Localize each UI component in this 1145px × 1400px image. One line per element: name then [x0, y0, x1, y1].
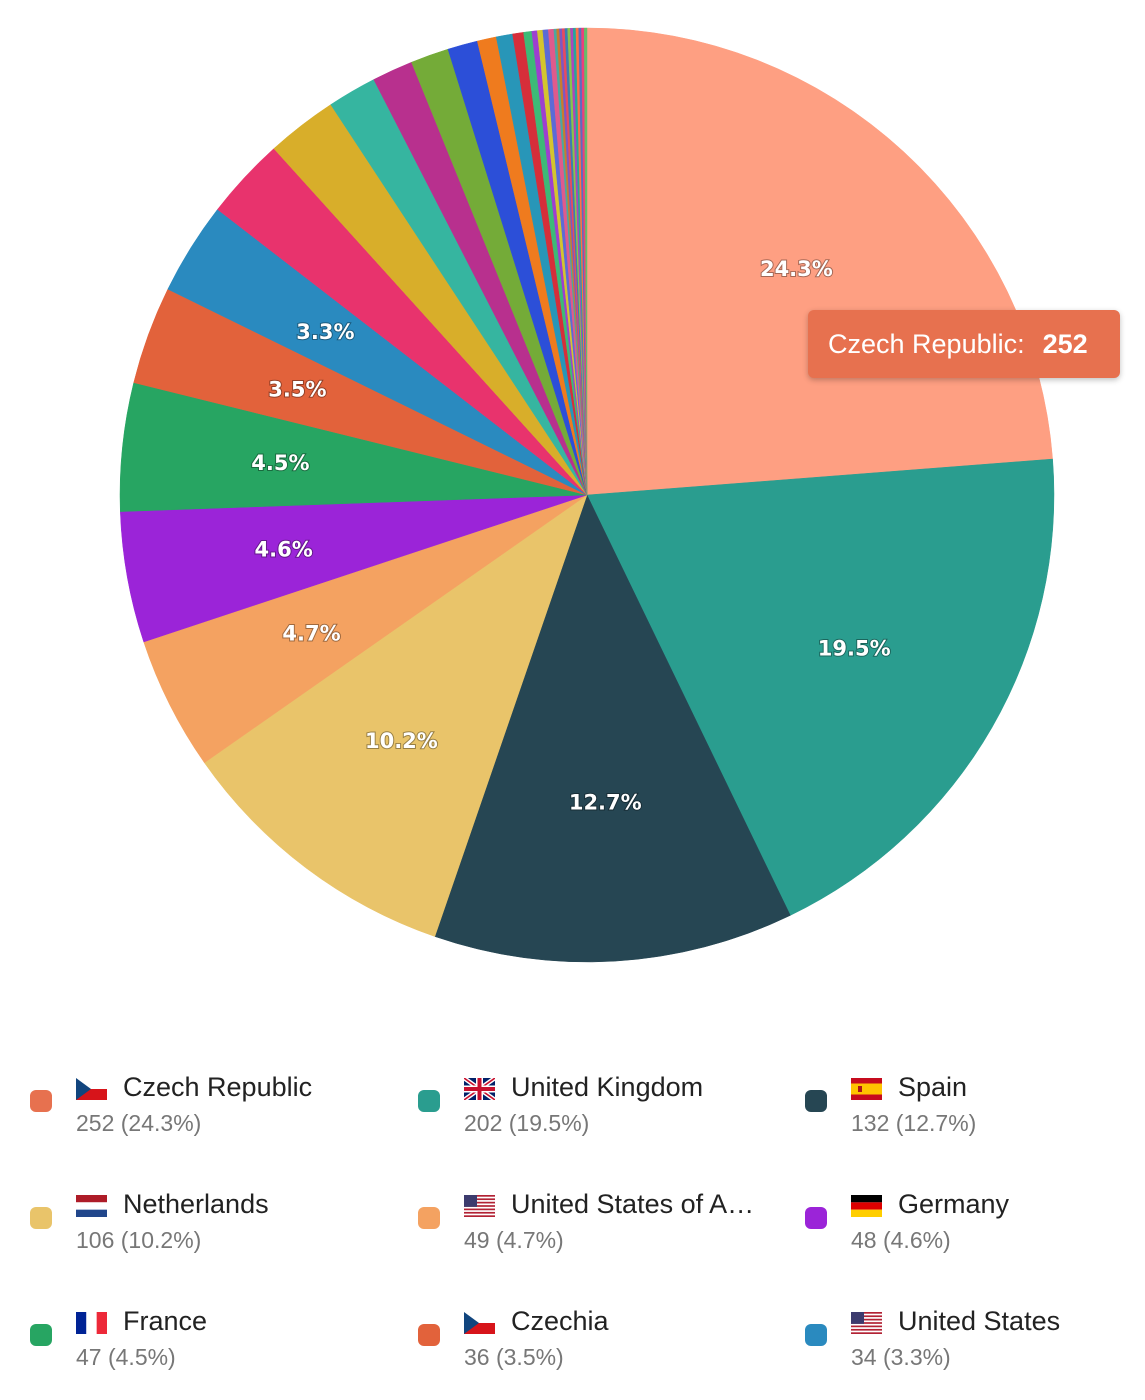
flag-nl-icon — [76, 1195, 107, 1217]
slice-percent-label: 19.5% — [818, 637, 891, 661]
slice-percent-label: 24.3% — [760, 257, 833, 281]
pie-slice-other-34[interactable] — [583, 27, 588, 496]
slice-percent-label: 4.7% — [282, 621, 340, 645]
flag-fr-icon — [76, 1312, 107, 1334]
pie-slices — [119, 27, 1055, 963]
slice-percent-label: 10.2% — [365, 729, 438, 753]
legend-value: 48 (4.6%) — [851, 1227, 951, 1253]
pie-slice-spain[interactable] — [434, 494, 791, 963]
tooltip-name: Czech Republic: — [828, 328, 1025, 359]
legend-swatch — [418, 1324, 440, 1346]
legend-swatch — [30, 1090, 52, 1112]
flag-de-icon — [851, 1195, 882, 1217]
legend-item[interactable]: Czechia 36 (3.5%) — [388, 1304, 758, 1384]
legend-value: 49 (4.7%) — [464, 1227, 564, 1253]
legend-swatch — [418, 1207, 440, 1229]
legend-item[interactable]: United States of A… 49 (4.7%) — [388, 1187, 758, 1267]
legend-label: United States of A… — [511, 1189, 755, 1219]
pie-slice-labels: 24.3% 19.5% 12.7% 10.2% 4.7% 4.6% 4.5% 3.5% 3.3% — [250, 256, 891, 816]
legend-value: 252 (24.3%) — [76, 1110, 202, 1136]
legend-label: Czech Republic — [123, 1072, 313, 1102]
legend-label: Czechia — [511, 1306, 609, 1336]
legend-label: Netherlands — [123, 1189, 269, 1219]
legend-item[interactable]: Germany 48 (4.6%) — [775, 1187, 1145, 1267]
pie-slice-netherlands[interactable] — [204, 494, 588, 937]
slice-percent-label: 3.5% — [268, 377, 326, 401]
legend-item[interactable]: France 47 (4.5%) — [0, 1304, 370, 1384]
legend-label: Spain — [898, 1072, 968, 1102]
legend-swatch — [418, 1090, 440, 1112]
legend-swatch — [30, 1324, 52, 1346]
legend-item[interactable]: Netherlands 106 (10.2%) — [0, 1187, 370, 1267]
flag-cz-icon — [464, 1312, 495, 1334]
chart-tooltip: Czech Republic: 252 — [808, 310, 1120, 378]
legend-value: 132 (12.7%) — [851, 1110, 977, 1136]
tooltip-value: 252 — [1042, 328, 1088, 359]
flag-es-icon — [851, 1078, 882, 1100]
chart-legend: Czech Republic 252 (24.3%) United Kingdom 2… — [0, 1060, 1145, 1400]
slice-percent-label: 3.3% — [296, 320, 354, 344]
legend-label: United Kingdom — [511, 1072, 704, 1102]
flag-us-icon — [851, 1312, 882, 1334]
legend-value: 34 (3.3%) — [851, 1344, 951, 1370]
legend-value: 36 (3.5%) — [464, 1344, 564, 1370]
flag-gb-icon — [464, 1078, 495, 1100]
legend-item[interactable]: United States 34 (3.3%) — [775, 1304, 1145, 1384]
legend-label: United States — [898, 1306, 1061, 1336]
legend-value: 47 (4.5%) — [76, 1344, 176, 1370]
flag-cz-icon — [76, 1078, 107, 1100]
pie-chart: 24.3% 19.5% 12.7% 10.2% 4.7% 4.6% 4.5% 3.5% 3.3% — [119, 27, 1055, 963]
slice-percent-label: 4.5% — [251, 451, 309, 475]
legend-swatch — [805, 1324, 827, 1346]
legend-item[interactable]: Czech Republic 252 (24.3%) — [0, 1070, 370, 1150]
legend-value: 202 (19.5%) — [464, 1110, 590, 1136]
legend-item[interactable]: Spain 132 (12.7%) — [775, 1070, 1145, 1150]
legend-label: France — [123, 1306, 208, 1336]
legend-item[interactable]: United Kingdom 202 (19.5%) — [388, 1070, 758, 1150]
legend-label: Germany — [898, 1189, 1010, 1219]
legend-swatch — [805, 1207, 827, 1229]
slice-percent-label: 12.7% — [569, 791, 642, 815]
legend-swatch — [30, 1207, 52, 1229]
legend-value: 106 (10.2%) — [76, 1227, 202, 1253]
slice-percent-label: 4.6% — [255, 538, 313, 562]
legend-swatch — [805, 1090, 827, 1112]
pie-slice-united-kingdom[interactable] — [586, 458, 1055, 916]
flag-us-icon — [464, 1195, 495, 1217]
